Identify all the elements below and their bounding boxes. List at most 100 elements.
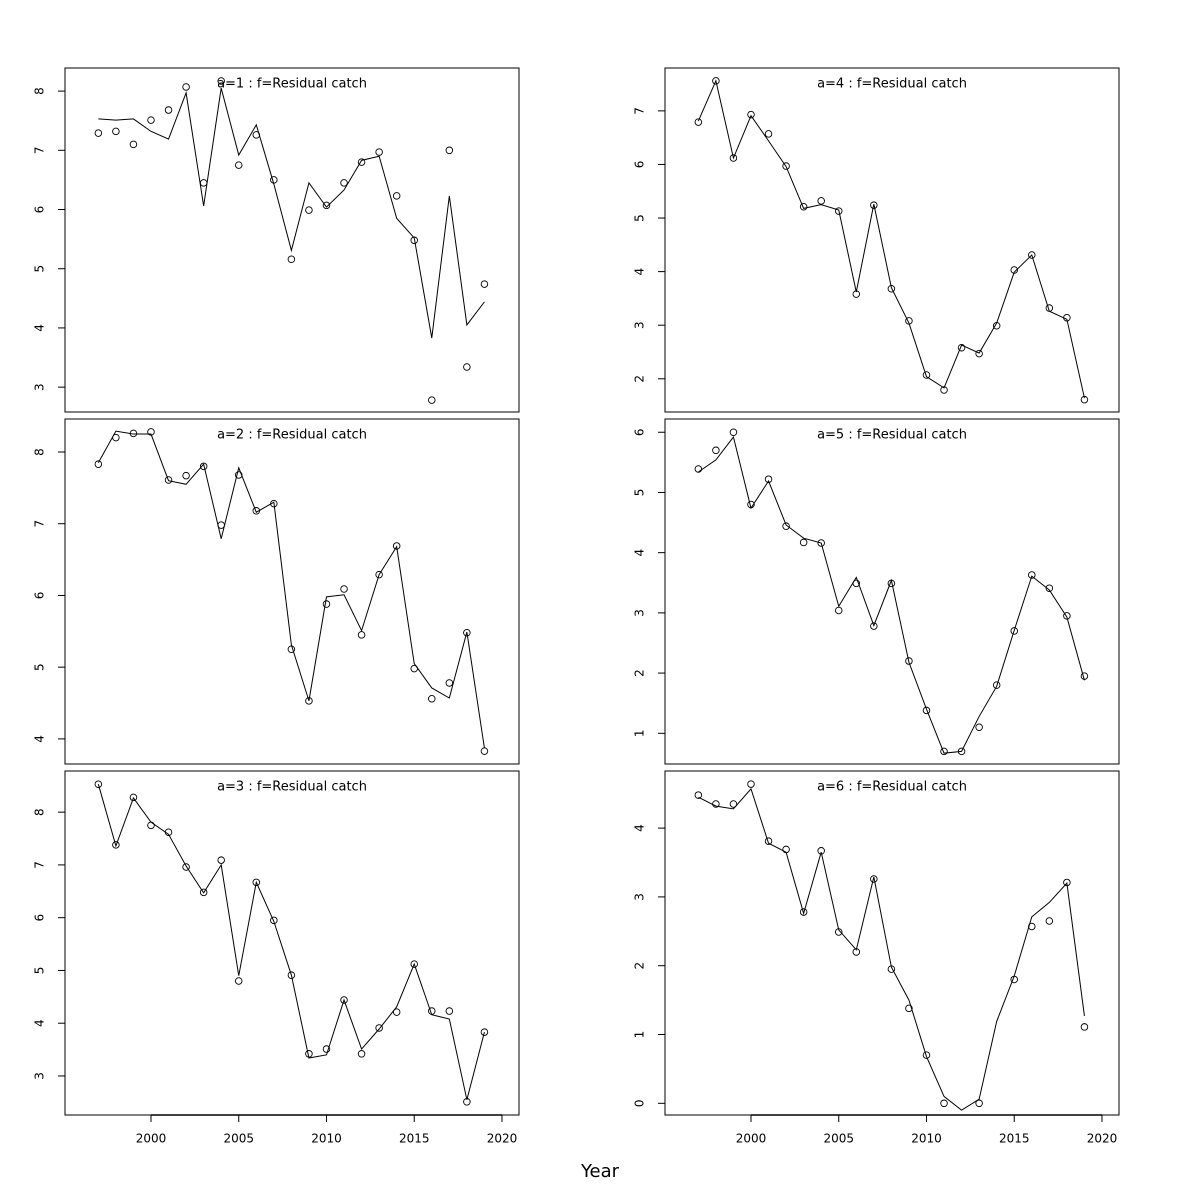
observed-point xyxy=(975,723,983,732)
y-tick-label: 2 xyxy=(633,962,647,970)
observed-point xyxy=(392,1008,401,1016)
observed-point xyxy=(340,179,348,187)
plot-frame xyxy=(64,67,520,413)
observed-point xyxy=(164,476,173,484)
observed-point xyxy=(975,1099,983,1108)
observed-point xyxy=(340,996,348,1004)
observed-point xyxy=(112,841,120,849)
observed-point xyxy=(694,465,703,473)
observed-point xyxy=(410,236,418,245)
observed-point xyxy=(445,146,454,155)
x-tick-label: 2015 xyxy=(999,1132,1030,1146)
panel-title: a=6 : f=Residual catch xyxy=(817,780,967,795)
observed-point xyxy=(905,657,913,665)
y-tick-label: 0 xyxy=(633,1099,647,1107)
observed-point xyxy=(712,446,720,455)
observed-point xyxy=(445,1007,454,1015)
observed-point xyxy=(992,681,1001,689)
y-tick-label: 5 xyxy=(633,214,647,222)
panel-title: a=2 : f=Residual catch xyxy=(217,428,367,443)
observed-point xyxy=(182,83,190,91)
y-tick-label: 7 xyxy=(33,861,47,869)
observed-point xyxy=(799,538,808,547)
observed-point xyxy=(463,363,471,371)
observed-point xyxy=(799,203,808,211)
observed-point xyxy=(975,349,983,358)
x-tick-label: 2020 xyxy=(1087,1132,1118,1146)
observed-point xyxy=(357,1050,366,1058)
observed-point xyxy=(94,460,103,468)
observed-point xyxy=(199,462,208,471)
observed-point xyxy=(729,428,738,436)
y-tick-label: 2 xyxy=(633,375,647,383)
y-tick-label: 6 xyxy=(33,206,47,214)
observed-point xyxy=(1028,571,1036,579)
x-tick-label: 2005 xyxy=(823,1132,854,1146)
y-tick-label: 6 xyxy=(33,592,47,600)
observed-point xyxy=(428,694,436,703)
y-tick-label: 7 xyxy=(33,520,47,528)
observed-point xyxy=(375,570,383,579)
observed-point xyxy=(1045,584,1054,592)
observed-point xyxy=(112,127,120,136)
observed-point xyxy=(164,106,173,114)
observed-point xyxy=(729,800,738,808)
observed-point xyxy=(94,129,103,137)
observed-point xyxy=(375,148,383,156)
fitted-line xyxy=(97,784,485,1100)
y-tick-label: 1 xyxy=(633,1031,647,1039)
observed-point xyxy=(694,118,703,126)
observed-point xyxy=(234,977,243,985)
y-tick-label: 4 xyxy=(33,735,47,743)
x-tick-label: 2010 xyxy=(311,1132,342,1146)
observed-point xyxy=(957,343,966,352)
observed-point xyxy=(1010,627,1018,635)
observed-point xyxy=(287,255,296,263)
observed-point xyxy=(463,628,471,637)
observed-point xyxy=(922,371,931,379)
observed-point xyxy=(940,1099,948,1108)
x-tick-label: 2005 xyxy=(223,1132,254,1146)
observed-point xyxy=(410,960,418,968)
plot-frame xyxy=(64,418,520,765)
observed-point xyxy=(694,791,703,799)
observed-point xyxy=(392,192,401,200)
y-tick-label: 8 xyxy=(33,448,47,456)
plot-frame xyxy=(664,418,1120,765)
panel-title: a=3 : f=Residual catch xyxy=(217,780,367,795)
observed-point xyxy=(217,77,225,85)
observed-point xyxy=(922,1051,931,1059)
y-tick-label: 4 xyxy=(633,268,647,276)
y-tick-label: 3 xyxy=(633,609,647,617)
panel-title: a=1 : f=Residual catch xyxy=(217,77,367,92)
y-tick-label: 7 xyxy=(33,146,47,154)
y-tick-label: 5 xyxy=(33,265,47,273)
observed-point xyxy=(305,206,313,214)
y-tick-label: 5 xyxy=(633,489,647,497)
y-tick-label: 7 xyxy=(633,107,647,115)
y-tick-label: 4 xyxy=(33,1019,47,1027)
observed-point xyxy=(199,888,208,897)
fitted-line xyxy=(98,88,485,339)
observed-point xyxy=(799,908,808,916)
observed-point xyxy=(322,201,331,210)
y-tick-label: 8 xyxy=(33,808,47,816)
observed-point xyxy=(182,471,190,480)
observed-point xyxy=(747,110,755,119)
y-tick-label: 4 xyxy=(633,549,647,557)
observed-point xyxy=(940,747,948,756)
observed-point xyxy=(870,622,878,630)
x-tick-label: 2020 xyxy=(487,1132,518,1146)
observed-point xyxy=(217,856,225,864)
y-tick-label: 6 xyxy=(633,161,647,169)
y-tick-label: 5 xyxy=(33,663,47,671)
observed-point xyxy=(357,158,366,166)
observed-point xyxy=(234,161,243,169)
fitted-line xyxy=(698,435,1085,754)
observed-point xyxy=(712,77,720,85)
fitted-line xyxy=(698,787,1085,1111)
y-tick-label: 3 xyxy=(633,321,647,329)
observed-point xyxy=(1045,917,1054,925)
y-tick-label: 1 xyxy=(633,729,647,737)
